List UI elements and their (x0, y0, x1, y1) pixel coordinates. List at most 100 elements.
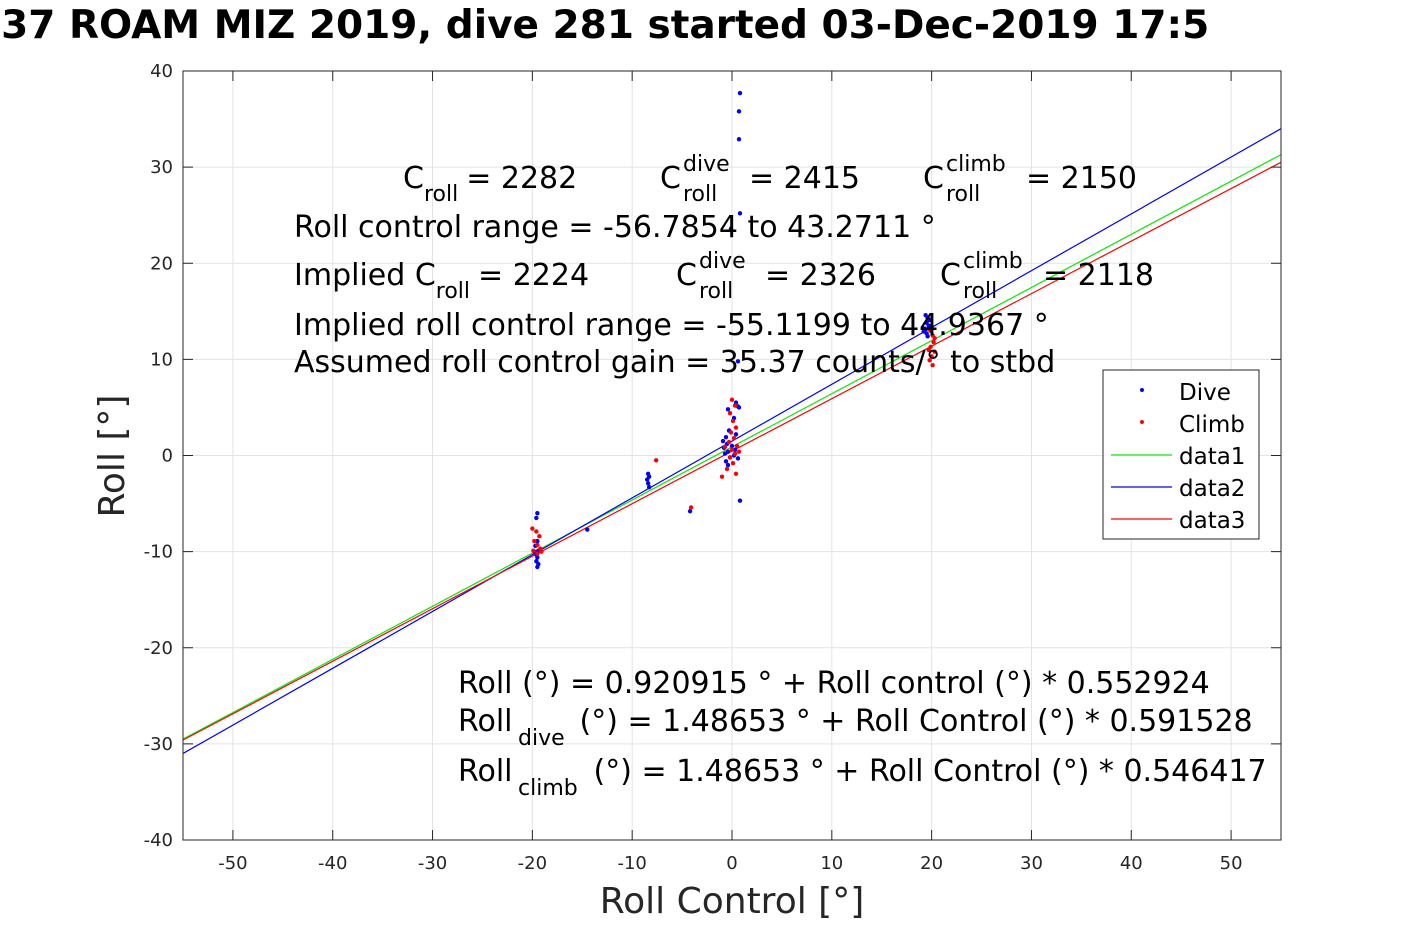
point-climb (730, 460, 736, 466)
point-dive (736, 137, 742, 142)
x-tick-label: -40 (318, 853, 347, 874)
point-dive (733, 432, 739, 437)
point-dive (646, 485, 652, 490)
point-climb (729, 397, 735, 402)
annotations: Croll = 2282 Cdive roll = 2415 Cclimb roll = … (294, 152, 1267, 801)
legend-label: data1 (1179, 444, 1245, 470)
point-climb (535, 551, 540, 556)
point-climb (719, 474, 725, 479)
point-climb (727, 455, 733, 460)
fit-line-data2 (183, 128, 1281, 755)
point-climb (926, 347, 931, 352)
point-dive (729, 443, 735, 449)
point-climb (539, 549, 544, 554)
point-dive (723, 435, 729, 440)
point-climb (927, 358, 932, 363)
point-climb (534, 529, 539, 534)
point-climb (530, 526, 535, 531)
point-climb (932, 336, 937, 341)
y-tick-label: -10 (144, 542, 173, 563)
x-axis-label: Roll Control [°] (600, 881, 865, 922)
x-tick-label: -20 (518, 853, 547, 874)
fit-dive-annotation: Roll dive (°) = 1.48653 ° + Roll Control … (458, 704, 1253, 751)
point-dive (921, 329, 926, 334)
point-climb (927, 327, 932, 332)
point-dive (644, 477, 650, 482)
gain-annotation: Assumed roll control gain = 35.37 counts… (294, 345, 1055, 380)
axis-ticks: -50 -40 -30 -20 -10 0 10 20 30 40 50 -40 -30 -20 -10 0 1… (144, 61, 1281, 874)
point-climb (727, 411, 733, 416)
legend-label: data3 (1179, 508, 1245, 534)
x-tick-label: 20 (920, 853, 943, 874)
point-dive (535, 564, 540, 570)
y-tick-label: 10 (150, 349, 173, 370)
point-climb (726, 439, 732, 445)
y-tick-label: 40 (150, 61, 173, 82)
point-climb (730, 418, 736, 424)
fit-climb-annotation: Roll climb (°) = 1.48653 ° + Roll Control… (458, 754, 1267, 801)
y-tick-label: 30 (150, 157, 173, 178)
chart-title: 637 ROAM MIZ 2019, dive 281 started 03-D… (0, 3, 1210, 48)
x-tick-label: -50 (218, 853, 247, 874)
point-climb (932, 349, 937, 354)
point-climb (732, 403, 738, 408)
point-climb (734, 443, 740, 449)
c-roll-climb-annotation: Cclimb roll = 2150 (923, 152, 1137, 207)
point-dive (585, 527, 590, 532)
point-dive (723, 459, 729, 464)
point-dive (737, 211, 743, 216)
x-tick-label: 10 (820, 853, 843, 874)
point-dive (735, 359, 741, 364)
point-dive (737, 90, 743, 96)
point-climb (653, 458, 659, 463)
implied-c-roll-climb-annotation: Cclimb roll = 2118 (940, 249, 1154, 304)
point-dive (720, 438, 726, 444)
point-climb (930, 362, 935, 368)
y-tick-label: 20 (150, 253, 173, 274)
point-dive (737, 498, 743, 503)
point-dive (735, 456, 741, 461)
point-dive (725, 462, 731, 468)
legend-marker-dive (1140, 388, 1144, 392)
implied-c-roll-dive-annotation: Cdive roll = 2326 (676, 249, 876, 304)
c-roll-dive-annotation: Cdive roll = 2415 (660, 152, 860, 207)
x-tick-label: 40 (1120, 853, 1143, 874)
point-dive (535, 510, 540, 516)
point-climb (724, 466, 730, 472)
point-climb (728, 430, 734, 435)
data-points (530, 90, 937, 570)
x-tick-label: 0 (726, 853, 737, 874)
point-climb (733, 471, 739, 476)
legend-label: Climb (1179, 412, 1245, 438)
point-dive (722, 451, 728, 456)
y-tick-label: -40 (144, 830, 173, 851)
point-climb (537, 534, 542, 539)
implied-c-roll-annotation: Implied Croll = 2224 (294, 258, 589, 304)
point-climb (733, 425, 739, 430)
point-climb (931, 339, 936, 345)
legend-marker-climb (1140, 420, 1144, 424)
legend-label: Dive (1179, 380, 1231, 406)
point-climb (732, 451, 738, 456)
legend-label: data2 (1179, 476, 1245, 502)
y-axis-label: Roll [°] (92, 395, 133, 518)
point-dive (736, 405, 742, 410)
x-tick-label: 50 (1220, 853, 1243, 874)
point-dive (728, 226, 734, 231)
point-dive (535, 555, 540, 560)
point-climb (722, 444, 728, 450)
point-climb (736, 449, 742, 454)
point-climb (532, 538, 537, 544)
point-climb (535, 542, 540, 548)
point-climb (929, 354, 934, 359)
c-roll-annotation: Croll = 2282 (403, 161, 577, 207)
point-dive (736, 109, 742, 114)
x-tick-label: 30 (1020, 853, 1043, 874)
x-tick-label: -10 (617, 853, 646, 874)
roll-control-range-annotation: Roll control range = -56.7854 to 43.2711… (294, 210, 936, 245)
implied-range-annotation: Implied roll control range = -55.1199 to… (294, 308, 1049, 343)
point-climb (729, 447, 735, 452)
point-climb (731, 435, 737, 441)
y-tick-label: -20 (144, 638, 173, 659)
